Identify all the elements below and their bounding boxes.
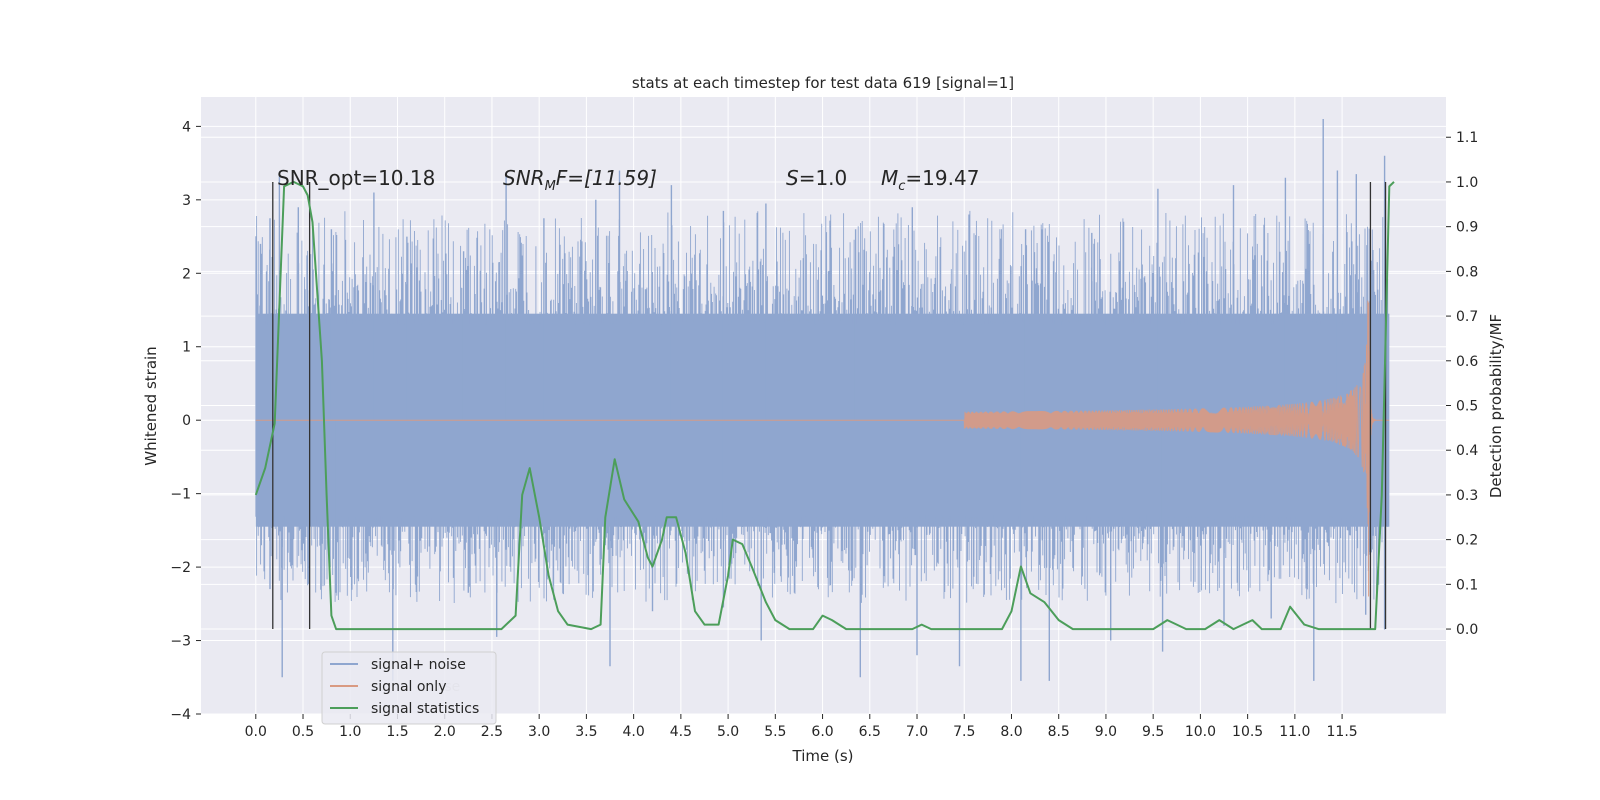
annotation-mc: Mc=19.47 — [881, 166, 979, 194]
x-tick-label: 3.0 — [528, 724, 550, 740]
y-tick-label: 4 — [182, 119, 191, 135]
s-rest: =1.0 — [799, 166, 848, 190]
x-tick-label: 4.5 — [670, 724, 692, 740]
x-tick-label: 5.0 — [717, 724, 739, 740]
snr-mf-rest: F=[11.59] — [556, 166, 657, 190]
y-right-tick-label: 0.4 — [1456, 443, 1478, 459]
y-right-tick-label: 0.8 — [1456, 264, 1478, 280]
mc-sub: c — [898, 179, 905, 194]
snr-mf-sub: M — [545, 179, 556, 194]
annotation-snr-mf: SNRMF=[11.59] — [503, 166, 657, 194]
y-right-tick-label: 0.9 — [1456, 220, 1478, 236]
mc-rest: =19.47 — [905, 166, 979, 190]
x-tick-label: 1.5 — [386, 724, 408, 740]
x-tick-label: 10.0 — [1185, 724, 1216, 740]
x-tick-label: 8.5 — [1048, 724, 1070, 740]
x-tick-label: 4.0 — [622, 724, 644, 740]
x-tick-label: 11.5 — [1327, 724, 1358, 740]
x-tick-label: 7.0 — [906, 724, 928, 740]
y-tick-label: −1 — [170, 487, 191, 503]
x-tick-label: 0.5 — [292, 724, 314, 740]
y-right-tick-label: 0.3 — [1456, 488, 1478, 504]
legend-entry-noise: signal+ noise — [371, 657, 466, 673]
y-tick-label: 2 — [182, 266, 191, 282]
signal-chirp — [255, 300, 1390, 597]
y-tick-label: 0 — [182, 413, 191, 429]
x-tick-label: 9.0 — [1095, 724, 1117, 740]
y-tick-label: −2 — [170, 560, 191, 576]
x-tick-label: 6.0 — [811, 724, 833, 740]
legend-entry-stats: signal statistics — [371, 701, 479, 717]
stats-line — [254, 180, 1395, 631]
axis-ticks: 0.0 0.5 1.0 1.5 2.0 2.5 3.0 3.5 4.0 4.5 5.0 5.5 6.0 6… — [170, 119, 1478, 740]
x-tick-label: 2.5 — [481, 724, 503, 740]
y-right-tick-label: 0.6 — [1456, 354, 1478, 370]
legend: noise signal+ noise signal only signal s… — [321, 651, 497, 725]
x-tick-label: 9.5 — [1142, 724, 1164, 740]
annotation-s: S=1.0 — [786, 166, 847, 190]
x-tick-label: 1.0 — [339, 724, 361, 740]
x-tick-label: 0.0 — [245, 724, 267, 740]
x-tick-label: 11.0 — [1279, 724, 1310, 740]
legend-entry-signal: signal only — [371, 679, 446, 695]
noise-spikes — [259, 119, 1386, 681]
y-tick-label: −4 — [170, 707, 191, 723]
signal-statistics-series — [254, 180, 1395, 631]
y-right-tick-label: 1.1 — [1456, 130, 1478, 146]
y-right-tick-label: 0.2 — [1456, 533, 1478, 549]
x-tick-label: 7.5 — [953, 724, 975, 740]
y-right-tick-label: 1.0 — [1456, 175, 1478, 191]
x-tick-label: 2.0 — [434, 724, 456, 740]
x-tick-label: 10.5 — [1232, 724, 1263, 740]
y-tick-label: −3 — [170, 634, 191, 650]
signal-only-series — [255, 300, 1390, 597]
annotation-snr-opt: SNR_opt=10.18 — [277, 166, 435, 190]
y-right-tick-label: 0.5 — [1456, 399, 1478, 415]
mc-main: M — [881, 166, 898, 190]
y-right-tick-label: 0.1 — [1456, 577, 1478, 593]
x-tick-label: 6.5 — [859, 724, 881, 740]
legend-box — [321, 651, 497, 725]
x-tick-label: 3.5 — [575, 724, 597, 740]
x-tick-label: 5.5 — [764, 724, 786, 740]
marker-lines — [272, 181, 1387, 630]
y-tick-label: 3 — [182, 193, 191, 209]
y-tick-label: 1 — [182, 340, 191, 356]
y-right-axis-label: Detection probability/MF — [1487, 314, 1505, 498]
s-main: S — [786, 166, 799, 190]
snr-mf-main: SNR — [503, 166, 545, 190]
y-right-tick-label: 0.0 — [1456, 622, 1478, 638]
x-tick-label: 8.0 — [1000, 724, 1022, 740]
y-axis-label: Whitened strain — [142, 346, 160, 465]
chart-title: stats at each timestep for test data 619… — [632, 74, 1014, 92]
x-axis-label: Time (s) — [792, 747, 854, 765]
y-right-tick-label: 0.7 — [1456, 309, 1478, 325]
